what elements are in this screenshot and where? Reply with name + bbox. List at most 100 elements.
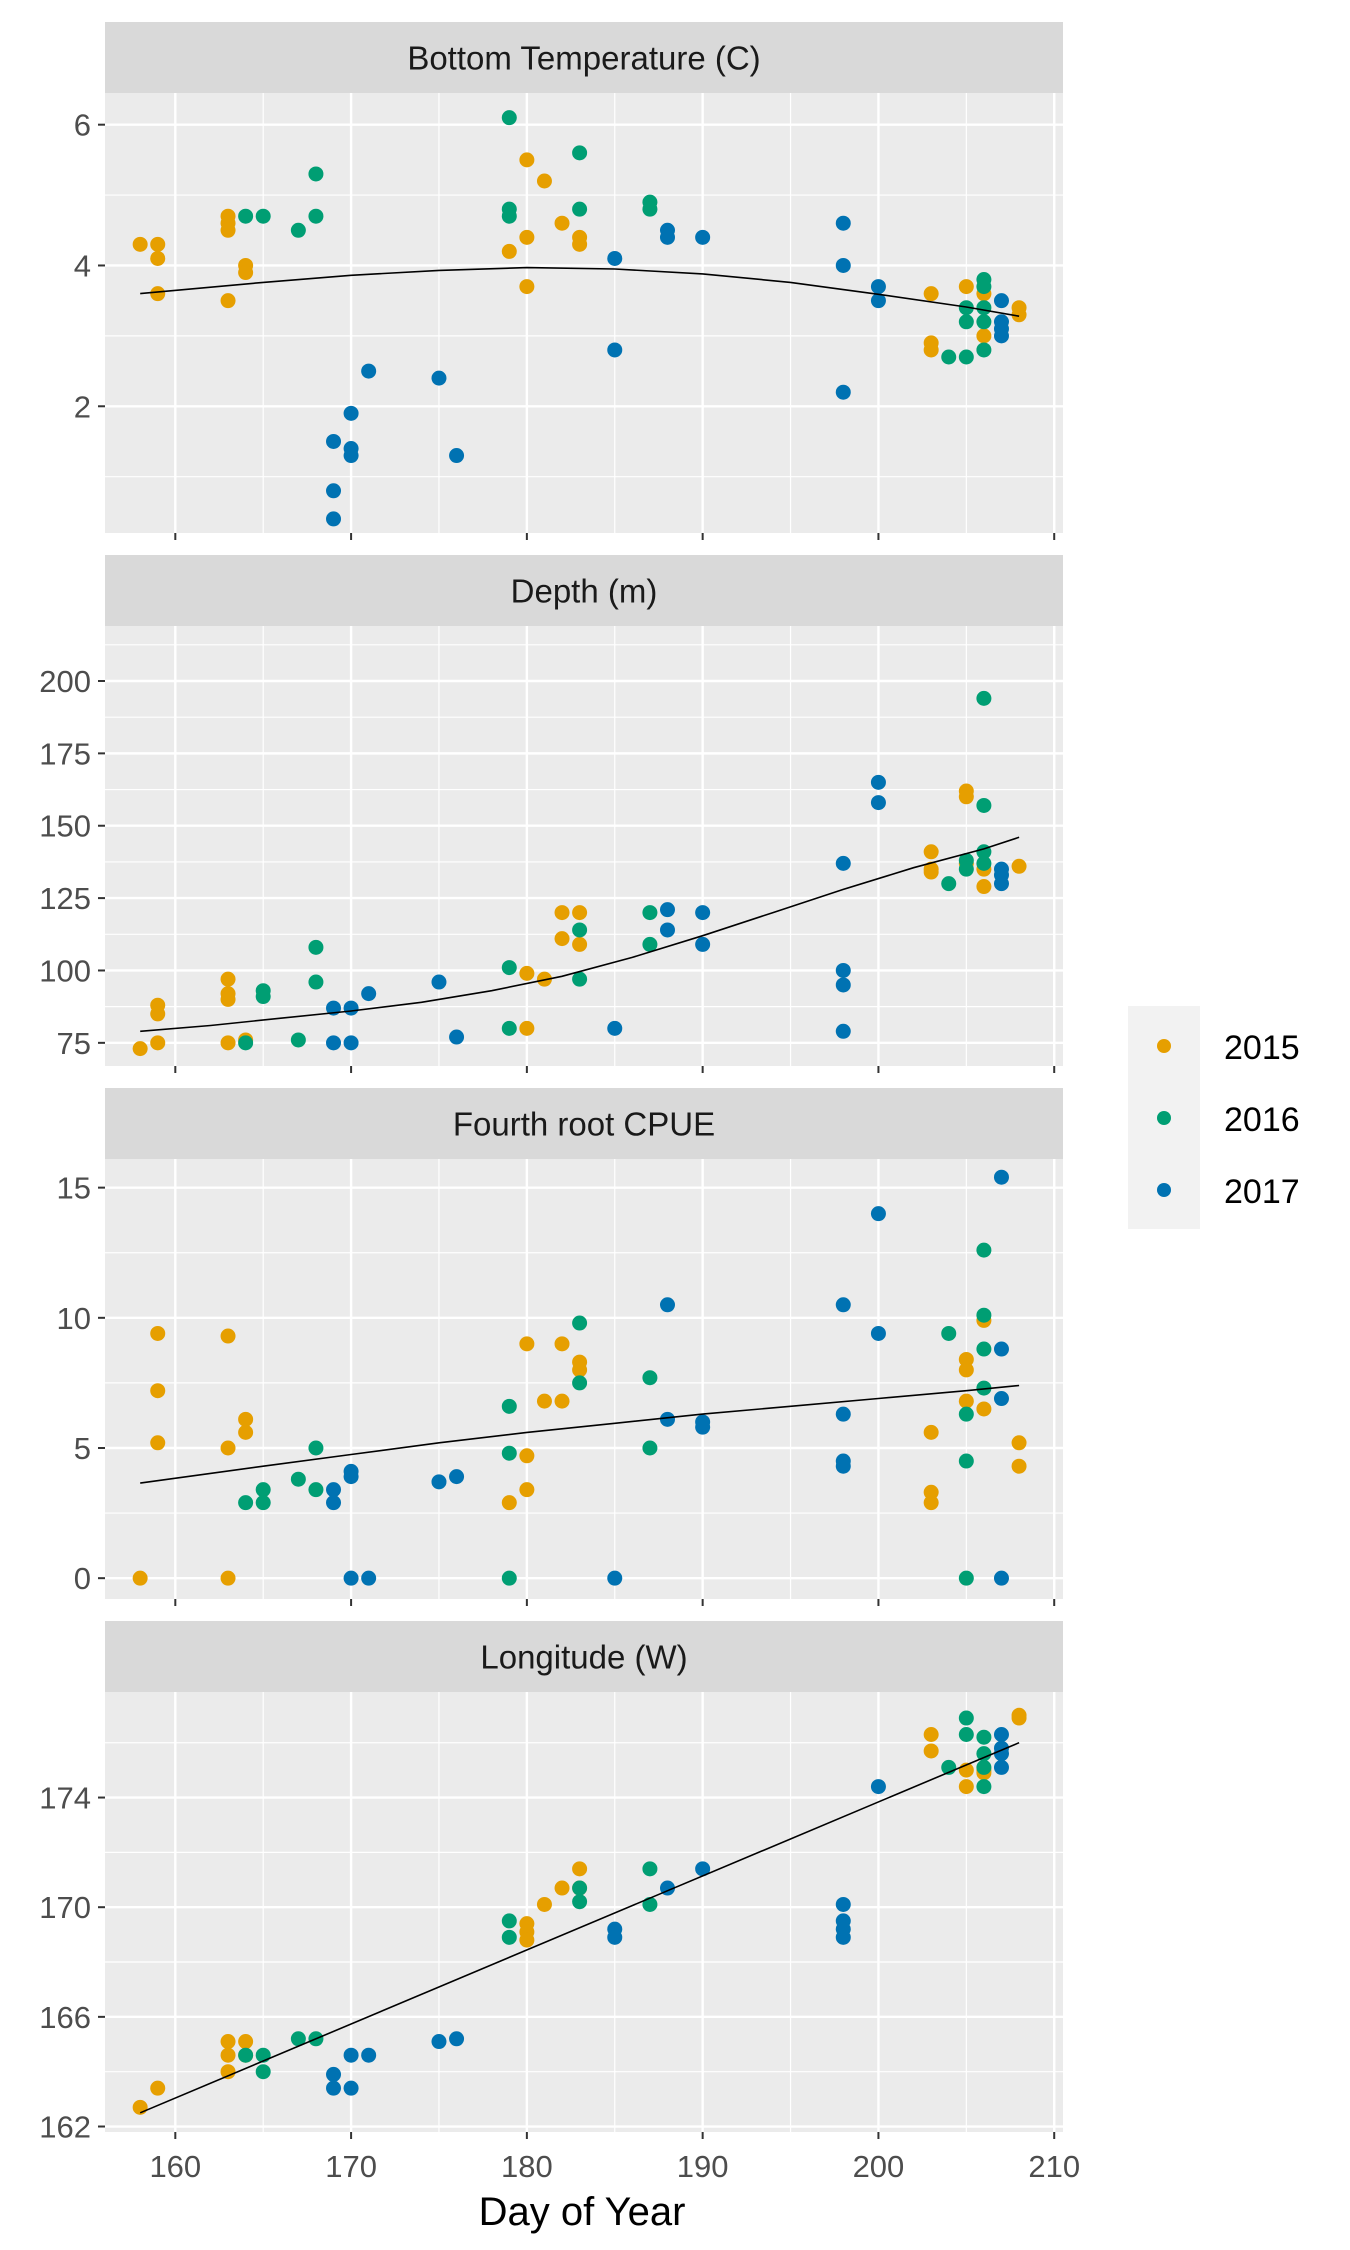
data-point	[941, 876, 957, 892]
series-2016	[238, 690, 992, 1051]
data-point	[326, 1035, 342, 1051]
data-point	[132, 236, 148, 252]
data-point	[501, 1570, 517, 1586]
data-point	[519, 229, 535, 245]
data-point	[326, 2080, 342, 2096]
data-point	[220, 1328, 236, 1344]
data-point	[343, 2047, 359, 2063]
data-point	[501, 960, 517, 976]
data-point	[449, 448, 465, 464]
data-point	[519, 1448, 535, 1464]
data-point	[220, 222, 236, 238]
data-point	[255, 989, 271, 1005]
data-point	[343, 1469, 359, 1485]
strip-longitude-w	[105, 1621, 1063, 1692]
data-point	[431, 1474, 447, 1490]
marks	[132, 110, 1027, 527]
data-point	[255, 1482, 271, 1498]
series-2017	[326, 215, 1009, 527]
data-point	[572, 1315, 588, 1331]
data-point	[572, 922, 588, 938]
data-point	[554, 1336, 570, 1352]
data-point	[695, 905, 711, 921]
data-point	[993, 1746, 1009, 1762]
data-point	[1011, 1458, 1027, 1474]
data-point	[326, 511, 342, 527]
data-point	[958, 349, 974, 365]
data-point	[642, 936, 658, 952]
data-point	[993, 1341, 1009, 1357]
data-point	[976, 1729, 992, 1745]
data-point	[308, 208, 324, 224]
data-point	[326, 1482, 342, 1498]
data-point	[835, 384, 851, 400]
data-point	[607, 1929, 623, 1945]
data-point	[536, 1896, 552, 1912]
y-tick-label: 75	[57, 1026, 91, 1061]
data-point	[958, 1710, 974, 1726]
plot-area	[105, 626, 1063, 1066]
data-point	[501, 1913, 517, 1929]
data-point	[976, 279, 992, 295]
data-point	[501, 1929, 517, 1945]
panel-title: Longitude (W)	[480, 1639, 687, 1676]
marks	[132, 1707, 1027, 2115]
data-point	[238, 1495, 254, 1511]
data-point	[976, 300, 992, 316]
x-tick-label: 170	[325, 2149, 377, 2184]
data-point	[572, 1894, 588, 1910]
data-point	[343, 2080, 359, 2096]
data-point	[1011, 858, 1027, 874]
data-point	[238, 2047, 254, 2063]
data-point	[976, 1759, 992, 1775]
data-point	[150, 1325, 166, 1341]
data-point	[343, 1035, 359, 1051]
data-point	[1011, 307, 1027, 323]
plot-area	[105, 1692, 1063, 2132]
data-point	[449, 1469, 465, 1485]
y-tick-label: 0	[74, 1561, 91, 1596]
data-point	[976, 1746, 992, 1762]
data-point	[923, 1743, 939, 1759]
data-point	[554, 931, 570, 947]
data-point	[835, 855, 851, 871]
x-tick-label: 200	[853, 2149, 905, 2184]
data-point	[238, 1411, 254, 1427]
y-tick-label: 150	[39, 809, 91, 844]
data-point	[220, 293, 236, 309]
series-2015	[132, 152, 1027, 358]
data-point	[835, 1458, 851, 1474]
data-point	[958, 1570, 974, 1586]
legend-label-2016: 2016	[1224, 1101, 1300, 1139]
data-point	[519, 1336, 535, 1352]
data-point	[958, 861, 974, 877]
data-point	[923, 844, 939, 860]
x-tick-label: 190	[677, 2149, 729, 2184]
trend-line	[140, 1384, 1020, 1484]
data-point	[572, 1375, 588, 1391]
y-tick-label: 15	[57, 1171, 91, 1206]
data-point	[220, 1035, 236, 1051]
data-point	[343, 1000, 359, 1016]
data-point	[536, 173, 552, 189]
data-point	[976, 1779, 992, 1795]
data-point	[695, 1419, 711, 1435]
data-point	[501, 1445, 517, 1461]
data-point	[238, 2034, 254, 2050]
x-tick-label: 180	[501, 2149, 553, 2184]
data-point	[993, 328, 1009, 344]
data-point	[923, 342, 939, 358]
data-point	[343, 405, 359, 421]
data-point	[431, 2034, 447, 2050]
data-point	[572, 905, 588, 921]
legend-label-2017: 2017	[1224, 1173, 1300, 1211]
data-point	[958, 1406, 974, 1422]
data-point	[870, 293, 886, 309]
data-point	[695, 1861, 711, 1877]
trend-line	[139, 1741, 1020, 2114]
panel-title: Depth (m)	[511, 573, 658, 610]
data-point	[572, 1880, 588, 1896]
data-point	[572, 145, 588, 161]
trend-line	[140, 836, 1020, 1033]
